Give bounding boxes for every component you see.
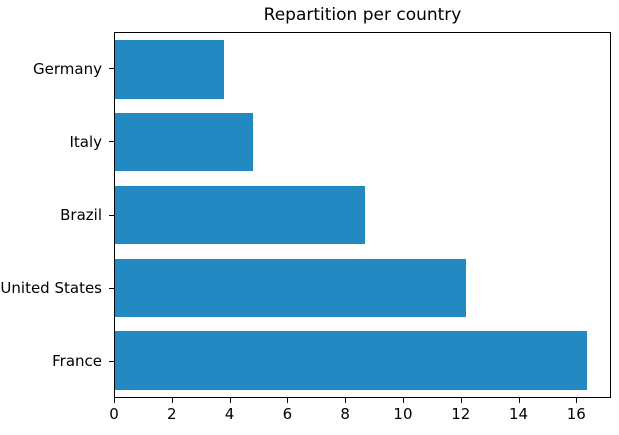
bar-row-brazil [115, 179, 610, 252]
x-tick-mark-0 [114, 398, 115, 403]
x-tick-label-8: 8 [340, 405, 350, 423]
y-tick-mark-brazil [109, 214, 114, 216]
x-tick-label-6: 6 [282, 405, 293, 423]
x-tick-mark-10 [402, 398, 404, 403]
bar-brazil [115, 185, 366, 245]
bars-container [115, 33, 610, 397]
chart-title: Repartition per country [263, 5, 462, 25]
y-tick-label-france: France [52, 352, 102, 371]
y-tick-label-germany: Germany [33, 59, 102, 78]
x-tick-label-12: 12 [451, 405, 471, 423]
y-axis: Germany Italy Brazil United States France [0, 32, 114, 398]
bar-row-italy [115, 106, 610, 179]
y-axis-slot-germany: Germany [0, 32, 114, 105]
plot-area [114, 32, 611, 398]
x-tick-label-14: 14 [508, 405, 529, 423]
y-axis-slot-italy: Italy [0, 105, 114, 178]
bar-germany [115, 40, 225, 99]
y-tick-mark-germany [109, 68, 114, 70]
y-tick-label-brazil: Brazil [60, 206, 102, 224]
y-axis-slot-brazil: Brazil [0, 178, 114, 251]
x-tick-mark-14 [518, 398, 520, 403]
x-tick-label-10: 10 [393, 405, 413, 423]
x-tick-mark-16 [576, 398, 578, 403]
bar-france [115, 331, 587, 390]
x-tick-label-4: 4 [224, 405, 235, 423]
x-tick-label-16: 16 [566, 405, 586, 423]
bar-row-france [115, 324, 610, 397]
x-tick-label-2: 2 [167, 405, 177, 423]
x-tick-mark-6 [287, 398, 289, 403]
y-axis-slot-france: France [0, 325, 114, 398]
x-tick-label-0: 0 [109, 405, 119, 423]
y-tick-mark-france [109, 360, 114, 362]
x-tick-mark-4 [229, 398, 231, 403]
bar-row-united-states [115, 251, 610, 324]
bar-row-germany [115, 33, 610, 106]
y-tick-mark-italy [109, 141, 114, 143]
y-tick-label-united-states: United States [0, 279, 102, 298]
bar-italy [115, 113, 254, 172]
bar-united-states [115, 258, 467, 317]
y-tick-mark-united-states [109, 287, 114, 289]
x-axis: 0 2 4 6 8 10 12 14 16 [109, 398, 611, 430]
x-tick-mark-2 [171, 398, 173, 403]
y-axis-slot-united-states: United States [0, 252, 114, 325]
x-tick-mark-12 [460, 398, 462, 403]
y-tick-label-italy: Italy [69, 132, 102, 151]
x-tick-mark-8 [345, 398, 347, 403]
